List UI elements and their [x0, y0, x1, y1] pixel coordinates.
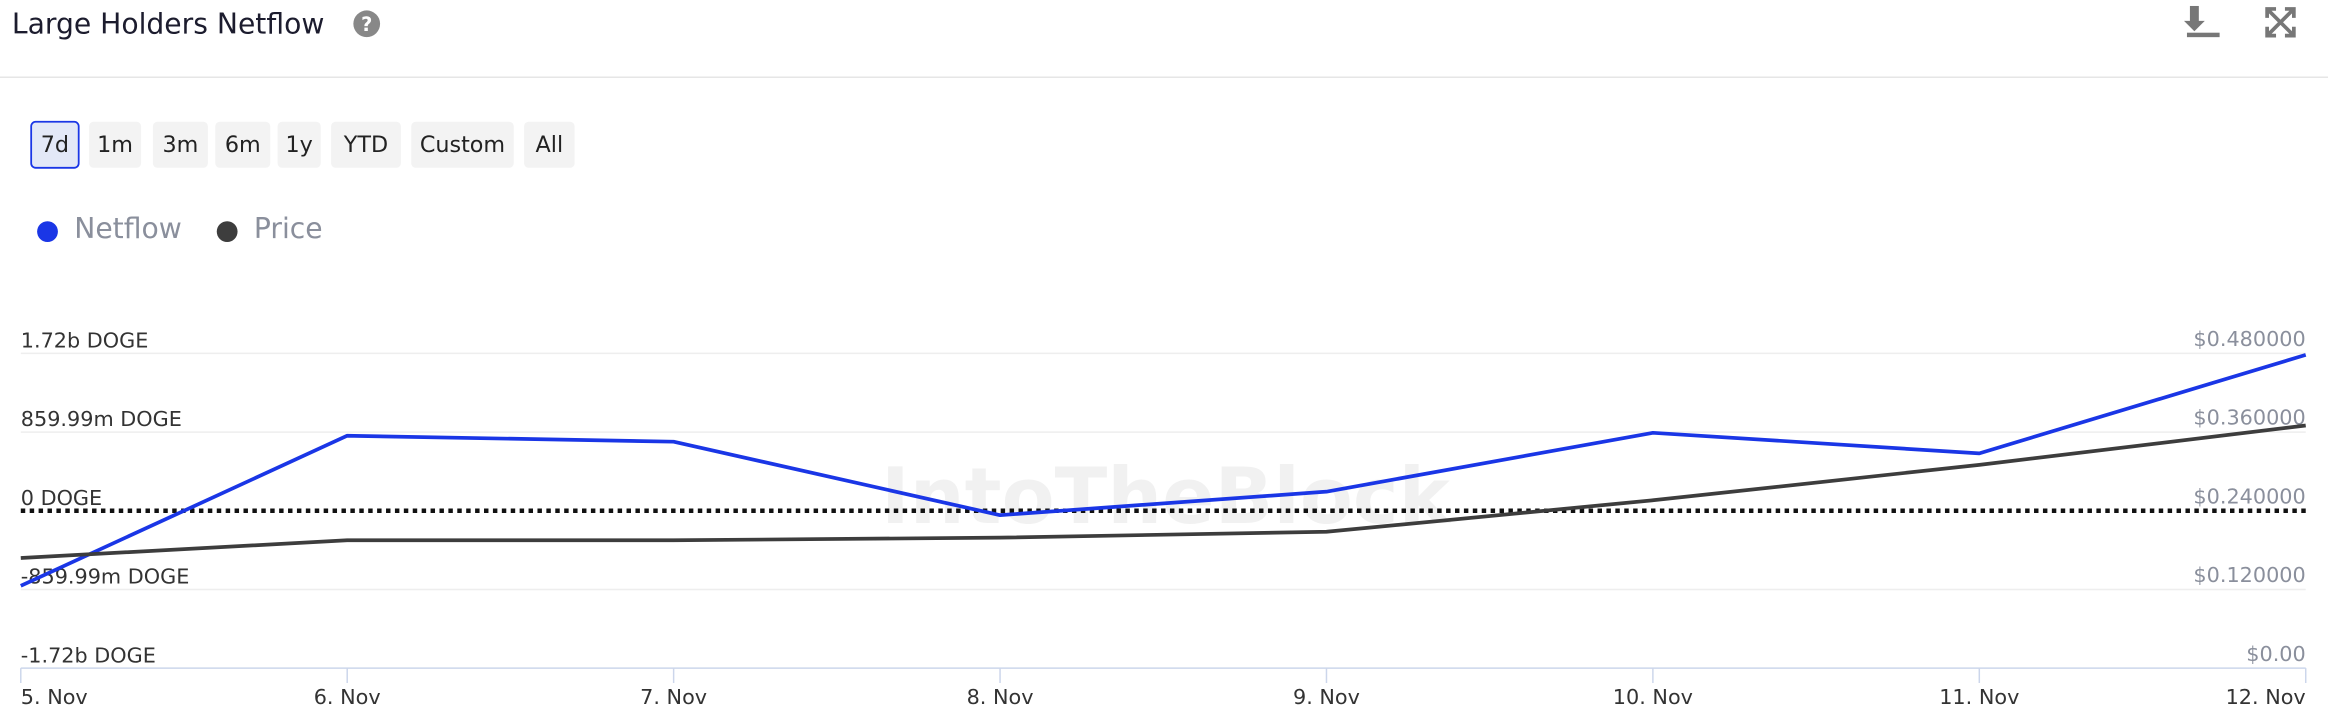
button-label: 1m [97, 132, 133, 158]
button-label: All [536, 132, 564, 158]
legend-swatch [37, 221, 58, 243]
x-tick-label: 11. Nov [1939, 685, 2019, 709]
range-button[interactable]: 6m [215, 121, 271, 168]
button-label: 7d [41, 132, 69, 158]
range-button[interactable]: 3m [152, 121, 208, 168]
range-button[interactable]: All [524, 121, 575, 168]
x-tick-label: 5. Nov [21, 685, 88, 709]
y-tick-label: -1.72b DOGE [21, 643, 156, 667]
legend-label: Netflow [74, 212, 182, 245]
y-tick-label: 0 DOGE [21, 486, 102, 510]
button-bg [524, 121, 575, 168]
y2-tick-label: $0.120000 [2193, 563, 2305, 587]
x-tick-label: 10. Nov [1613, 685, 1693, 709]
widget-title: Large Holders Netflow [12, 7, 325, 40]
range-button[interactable]: 1m [89, 121, 142, 168]
y2-tick-label: $0.00 [2246, 642, 2305, 666]
download-icon[interactable] [2183, 5, 2220, 38]
button-label: 6m [225, 132, 261, 158]
legend-entry[interactable]: Price [216, 212, 323, 245]
button-label: 1y [285, 132, 312, 158]
legend-swatch [216, 221, 238, 243]
legend-label: Price [254, 212, 323, 245]
button-label: Custom [420, 132, 505, 158]
y2-tick-label: $0.240000 [2193, 484, 2305, 508]
range-button[interactable]: YTD [331, 121, 401, 168]
button-bg [411, 121, 514, 168]
button-bg [331, 121, 401, 168]
range-button[interactable]: 7d [30, 120, 80, 169]
button-bg [89, 121, 142, 168]
button-label: YTD [343, 132, 388, 158]
legend-entry[interactable]: Netflow [37, 212, 182, 245]
x-tick-label: 12. Nov [2226, 685, 2306, 709]
help-icon[interactable]: ? [353, 10, 381, 38]
y2-tick-label: $0.360000 [2193, 406, 2305, 430]
watermark: IntoTheBlock [881, 452, 1452, 542]
y-tick-label: 859.99m DOGE [21, 407, 182, 431]
x-tick-label: 8. Nov [967, 685, 1034, 709]
series-line [20, 353, 2307, 588]
button-bg [215, 121, 271, 168]
range-button[interactable]: Custom [411, 121, 514, 168]
series-line [20, 423, 2306, 560]
button-bg [277, 121, 321, 168]
fullscreen-icon[interactable] [2265, 7, 2296, 38]
y2-tick-label: $0.480000 [2193, 327, 2305, 351]
y-tick-label: -859.99m DOGE [21, 565, 190, 589]
x-tick-label: 6. Nov [314, 685, 381, 709]
x-tick-label: 7. Nov [640, 685, 707, 709]
y-tick-label: 1.72b DOGE [21, 329, 149, 353]
button-bg [30, 120, 80, 169]
button-label: 3m [162, 132, 198, 158]
button-bg [152, 121, 208, 168]
x-tick-label: 9. Nov [1293, 685, 1360, 709]
svg-text:?: ? [361, 13, 372, 36]
range-button[interactable]: 1y [277, 121, 321, 168]
